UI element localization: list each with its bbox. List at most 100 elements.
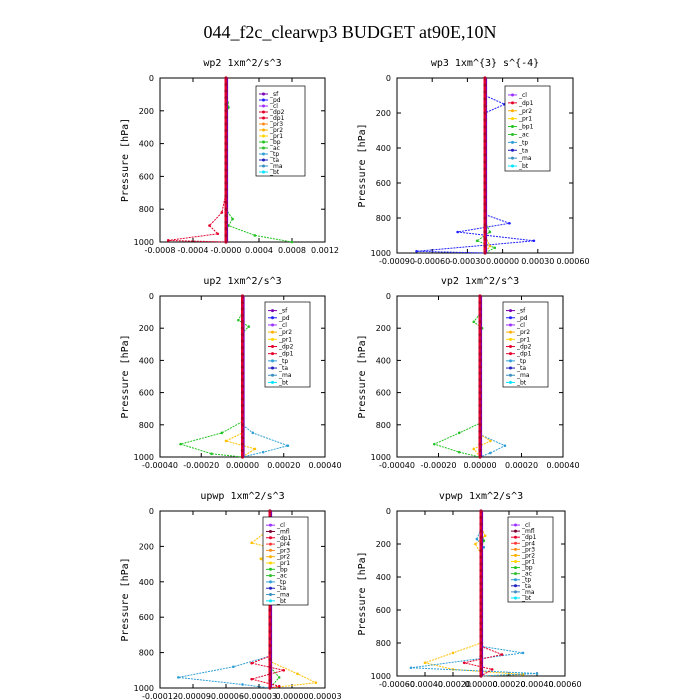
legend-marker bbox=[269, 555, 272, 559]
data-point bbox=[179, 442, 182, 446]
y-tick-label: 600 bbox=[376, 389, 391, 398]
legend-entry: _cl bbox=[278, 322, 287, 329]
legend-marker bbox=[262, 140, 265, 144]
profile-marker bbox=[224, 155, 228, 159]
profile-marker bbox=[479, 634, 483, 639]
data-point bbox=[250, 661, 253, 665]
chart-panel-3: up2 1xm^2/s^3 Pressure [hPa] 0 200 400 600 800… bbox=[120, 276, 342, 470]
legend-marker bbox=[514, 596, 517, 600]
data-point bbox=[490, 668, 494, 671]
data-point bbox=[488, 244, 492, 248]
profile-marker bbox=[479, 529, 483, 533]
legend-entry: _dp2 bbox=[516, 344, 532, 351]
profile-marker bbox=[479, 575, 483, 579]
y-tick-label: 400 bbox=[376, 356, 391, 365]
x-tick-label: 0.00020 bbox=[492, 680, 525, 689]
profile-marker bbox=[483, 111, 487, 115]
plot-frame bbox=[159, 77, 326, 243]
legend-marker bbox=[271, 309, 274, 313]
profile-marker bbox=[224, 96, 228, 100]
profile-marker bbox=[478, 371, 482, 375]
profile-marker bbox=[240, 358, 245, 362]
profile-marker bbox=[240, 313, 245, 317]
x-tick-label: 0.00040 bbox=[546, 461, 579, 470]
profile-marker bbox=[268, 658, 272, 662]
x-tick-label: 0.0012 bbox=[311, 246, 339, 255]
x-tick-label: -0.00040 bbox=[407, 680, 443, 689]
legend-entry: _ma bbox=[521, 589, 535, 596]
x-tick-label: 0.00020 bbox=[267, 461, 300, 470]
data-point bbox=[216, 232, 220, 236]
legend-marker bbox=[262, 104, 265, 108]
legend-entry: _tp bbox=[278, 358, 288, 365]
x-tick-label: -0.0000 bbox=[211, 246, 242, 255]
legend-entry: _ma bbox=[518, 155, 532, 162]
legend-marker bbox=[269, 548, 272, 552]
legend-marker bbox=[511, 93, 514, 97]
panel-title: wp2 1xm^2/s^3 bbox=[203, 58, 281, 69]
data-point bbox=[250, 541, 253, 545]
profile-marker bbox=[479, 535, 483, 540]
profile-marker bbox=[483, 188, 487, 192]
y-tick-label: 200 bbox=[376, 324, 391, 333]
y-tick-label: 400 bbox=[376, 144, 391, 153]
legend-marker bbox=[511, 132, 514, 136]
legend-entry: _bt bbox=[516, 379, 527, 386]
profile-marker bbox=[478, 300, 482, 305]
legend-entry: _pd bbox=[269, 97, 281, 104]
legend-marker bbox=[514, 547, 517, 551]
legend-marker bbox=[514, 523, 517, 527]
legend-marker bbox=[509, 309, 512, 313]
x-tick-label: 0.00000 bbox=[464, 680, 497, 689]
profile-marker bbox=[483, 83, 487, 87]
profile-marker bbox=[224, 194, 228, 198]
legend-entry: _pr2 bbox=[276, 554, 290, 561]
profile-marker bbox=[483, 223, 487, 227]
profile-marker bbox=[240, 436, 245, 440]
profile-marker bbox=[240, 448, 245, 453]
legend-entry: _ta bbox=[516, 365, 526, 372]
series-line-tp bbox=[410, 511, 538, 677]
legend-marker bbox=[514, 590, 517, 594]
legend-entry: _pr1 bbox=[269, 133, 283, 140]
legend-marker bbox=[262, 116, 265, 120]
profile-marker bbox=[479, 595, 483, 599]
legend-marker bbox=[271, 337, 274, 341]
profile-marker bbox=[240, 345, 245, 350]
data-point bbox=[231, 217, 234, 221]
profile-marker bbox=[240, 429, 245, 433]
legend-marker bbox=[271, 373, 274, 377]
profile-marker bbox=[478, 352, 482, 356]
data-point bbox=[282, 669, 286, 672]
profile-marker bbox=[268, 665, 272, 669]
y-tick-label: 0 bbox=[386, 292, 391, 301]
legend-marker bbox=[511, 140, 514, 144]
y-tick-label: 200 bbox=[139, 107, 154, 116]
data-point bbox=[296, 672, 299, 676]
profile-marker bbox=[483, 132, 487, 136]
legend-entry: _dp1 bbox=[276, 535, 292, 542]
y-tick-label: 800 bbox=[139, 205, 154, 214]
legend-marker bbox=[514, 553, 517, 557]
profile-marker bbox=[483, 167, 487, 171]
x-tick-label: 0.0004 bbox=[245, 246, 273, 255]
profile-marker bbox=[240, 403, 245, 408]
legend-marker bbox=[514, 535, 517, 539]
legend-entry: _tp bbox=[518, 139, 528, 146]
profile-marker bbox=[483, 76, 487, 80]
profile-marker bbox=[240, 410, 245, 414]
legend-marker bbox=[509, 373, 512, 377]
legend-marker bbox=[269, 580, 272, 584]
profile-marker bbox=[224, 201, 228, 205]
profile-marker bbox=[224, 82, 228, 87]
profile-marker bbox=[224, 89, 228, 93]
profile-marker bbox=[240, 442, 245, 446]
legend-marker bbox=[271, 323, 274, 327]
y-tick-label: 0 bbox=[386, 74, 391, 83]
legend-entry: _dp2 bbox=[269, 109, 285, 116]
y-tick-label: 800 bbox=[376, 421, 391, 430]
profile-marker bbox=[478, 455, 482, 459]
y-tick-label: 200 bbox=[139, 542, 154, 551]
series-line-dp1 bbox=[168, 78, 227, 243]
data-point bbox=[451, 651, 455, 655]
